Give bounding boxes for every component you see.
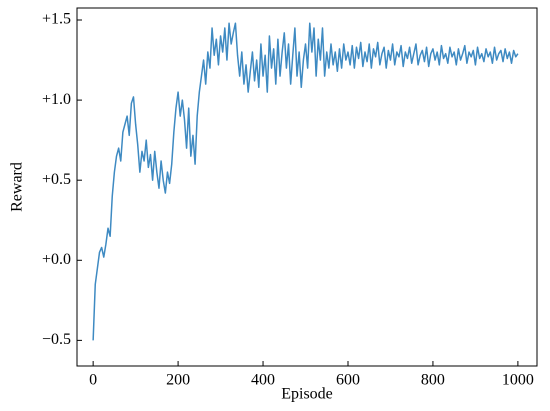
plot-frame bbox=[76, 7, 538, 367]
x-tick-label: 1000 bbox=[502, 372, 534, 389]
x-tick-label: 200 bbox=[166, 372, 190, 389]
x-tick-label: 400 bbox=[251, 372, 275, 389]
x-axis-label: Episode bbox=[281, 386, 333, 403]
x-tick-label: 600 bbox=[336, 372, 360, 389]
y-tick-label: −0.5 bbox=[42, 331, 71, 348]
line-series bbox=[92, 22, 519, 341]
y-tick-label: +1.0 bbox=[42, 91, 71, 108]
y-axis-label: Reward bbox=[9, 162, 26, 212]
y-tick-label: +0.5 bbox=[42, 171, 71, 188]
x-tick-label: 800 bbox=[421, 372, 445, 389]
y-tick-label: +1.5 bbox=[42, 11, 71, 28]
y-tick-label: +0.0 bbox=[42, 251, 71, 268]
x-tick-label: 0 bbox=[89, 372, 97, 389]
